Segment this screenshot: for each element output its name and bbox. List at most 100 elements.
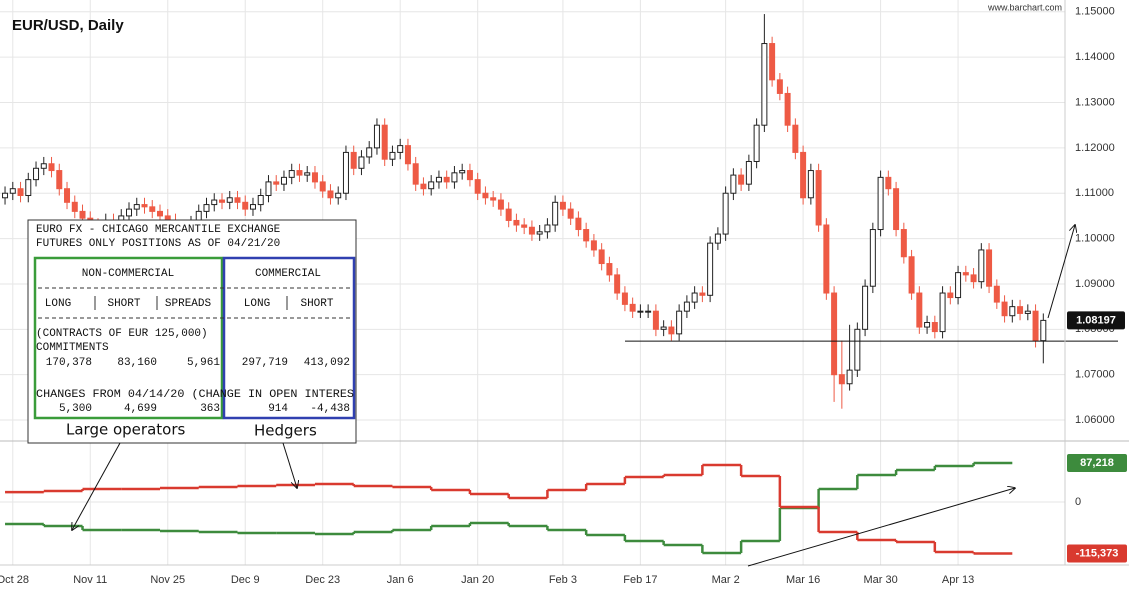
row-label: COMMITMENTS [36, 342, 109, 354]
candle-body [800, 151, 807, 199]
last-price-label: 1.08197 [1076, 314, 1116, 326]
candle-body [373, 124, 380, 149]
candle-body [652, 310, 659, 330]
candle-body [1001, 301, 1008, 317]
candle-body [242, 201, 249, 210]
candle-body [56, 170, 63, 190]
candle-body [769, 43, 776, 81]
candle-body [846, 369, 853, 385]
x-tick-label: Feb 3 [549, 574, 577, 586]
candle-body [776, 79, 783, 94]
candle-body [621, 292, 628, 305]
candle-body [505, 208, 512, 221]
candle-body [583, 229, 590, 242]
candle-body [133, 204, 140, 210]
x-tick-label: Jan 20 [461, 574, 494, 586]
x-tick-label: Mar 16 [786, 574, 820, 586]
candle-body [466, 170, 473, 181]
candle-body [660, 326, 667, 330]
candle-body [381, 124, 388, 160]
chart-title: EUR/USD, Daily [12, 17, 124, 34]
candle-body [280, 176, 287, 185]
candle-body [831, 292, 838, 376]
cot-report: EURO FX - CHICAGO MERCANTILE EXCHANGE FU… [27, 219, 357, 444]
cell: 170,378 [46, 357, 92, 369]
candle-body [404, 145, 411, 165]
candle-body [745, 160, 752, 185]
candle-body [970, 274, 977, 283]
x-tick-label: Dec 23 [305, 574, 340, 586]
candle-body [335, 192, 342, 199]
units: (CONTRACTS OF EUR 125,000) [36, 328, 208, 340]
candle-body [64, 188, 71, 203]
candle-body [490, 197, 497, 201]
candle-body [862, 285, 869, 330]
candle-body [528, 226, 535, 235]
candle-body [79, 210, 86, 219]
value-badge [1067, 544, 1127, 563]
candle-body [17, 188, 24, 197]
candle-body [474, 179, 481, 194]
candle-body [908, 256, 915, 294]
candle-body [947, 292, 954, 299]
y-tick-label: 1.14000 [1075, 51, 1115, 63]
row-label: CHANGES FROM 04/14/20 (CHANGE IN OPEN IN… [36, 389, 354, 401]
cot-subtitle: FUTURES ONLY POSITIONS AS OF 04/21/20 [36, 238, 280, 250]
candle-body [722, 192, 729, 235]
candle-body [48, 163, 55, 172]
y-tick-label: 1.12000 [1075, 142, 1115, 154]
y-tick-label: 1.07000 [1075, 369, 1115, 381]
x-tick-label: Jan 6 [387, 574, 414, 586]
candle-body [234, 197, 241, 203]
y-tick-label: 1.06000 [1075, 414, 1115, 426]
candle-body [141, 204, 148, 208]
arrows [72, 225, 1075, 567]
candle-body [1032, 310, 1039, 342]
candle-body [931, 322, 938, 333]
candle-body [900, 229, 907, 258]
arrow [747, 488, 1015, 567]
candle-body [497, 199, 504, 210]
candle-body [606, 263, 613, 276]
candle-body [629, 303, 636, 312]
candle-body [676, 310, 683, 335]
y-tick-label: 0 [1075, 496, 1081, 508]
candle-body [327, 190, 334, 199]
candle-body [691, 292, 698, 303]
candle-body [1024, 310, 1031, 314]
candle-body [1017, 306, 1024, 314]
candle-body [435, 176, 442, 183]
y-tick-label: 1.10000 [1075, 233, 1115, 245]
candle-body [939, 292, 946, 333]
candle-body [552, 201, 559, 226]
candle-body [33, 167, 40, 181]
cell: 297,719 [242, 357, 288, 369]
candle-body [877, 176, 884, 231]
y-tick-label: 1.09000 [1075, 278, 1115, 290]
candle-body [815, 170, 822, 226]
candle-body [1040, 319, 1047, 342]
value-badge [1067, 454, 1127, 473]
group-header: NON-COMMERCIAL [82, 268, 174, 280]
cell: 5,961 [187, 357, 220, 369]
cell: 413,092 [304, 357, 350, 369]
candle-body [342, 151, 349, 194]
candle-body [575, 217, 582, 231]
candle-body [614, 274, 621, 294]
candle-body [319, 181, 326, 192]
cell: 4,699 [124, 403, 157, 415]
candle-body [955, 272, 962, 299]
candle-body [637, 310, 644, 313]
candle-body [288, 170, 295, 178]
annotation: Large operators [66, 421, 185, 439]
candle-body [993, 285, 1000, 303]
x-tick-label: Feb 17 [623, 574, 657, 586]
arrow [1047, 225, 1075, 319]
commercial-box [222, 256, 356, 420]
column-header: SPREADS [165, 298, 212, 310]
candle-body [738, 174, 745, 185]
candle-body [249, 204, 256, 210]
candle-body [157, 210, 164, 217]
group-header: COMMERCIAL [255, 268, 321, 280]
